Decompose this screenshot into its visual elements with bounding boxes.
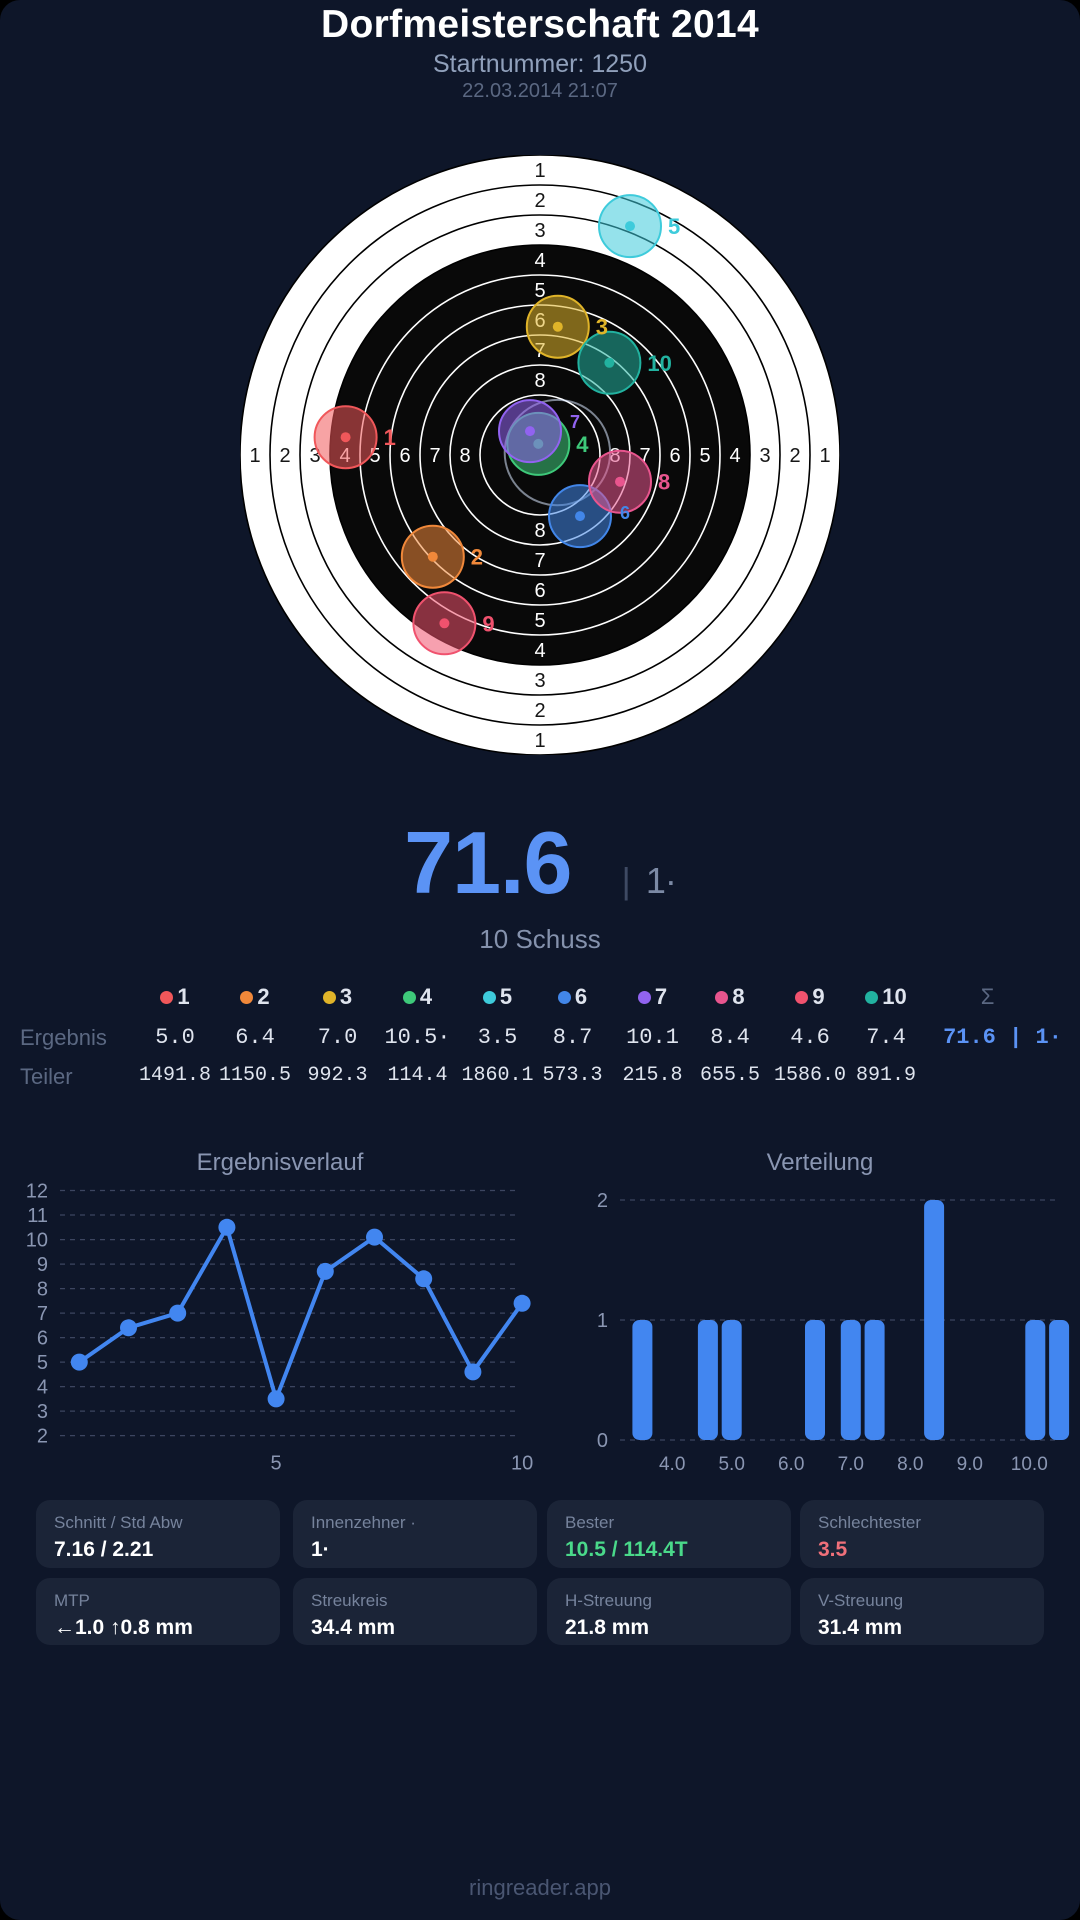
- svg-text:4: 4: [37, 1377, 48, 1399]
- svg-text:1: 1: [249, 445, 260, 467]
- svg-text:5: 5: [271, 1453, 282, 1475]
- svg-text:3: 3: [759, 445, 770, 467]
- svg-text:7: 7: [37, 1303, 48, 1325]
- svg-text:3: 3: [534, 670, 545, 692]
- svg-text:9: 9: [482, 611, 494, 636]
- svg-text:8: 8: [37, 1279, 48, 1301]
- svg-text:9.0: 9.0: [957, 1454, 983, 1475]
- svg-text:7: 7: [429, 445, 440, 467]
- svg-text:4: 4: [534, 250, 545, 272]
- svg-text:0: 0: [597, 1430, 608, 1452]
- svg-text:2: 2: [37, 1426, 48, 1448]
- svg-text:7.0: 7.0: [838, 1454, 864, 1475]
- svg-text:5: 5: [699, 445, 710, 467]
- svg-text:2: 2: [471, 545, 483, 570]
- svg-text:11: 11: [27, 1205, 48, 1227]
- svg-text:5: 5: [534, 610, 545, 632]
- svg-text:6: 6: [37, 1328, 48, 1350]
- svg-text:1: 1: [534, 730, 545, 752]
- svg-text:3: 3: [534, 220, 545, 242]
- svg-text:6: 6: [669, 445, 680, 467]
- svg-text:1: 1: [819, 445, 830, 467]
- svg-text:10: 10: [511, 1453, 533, 1475]
- svg-text:1: 1: [534, 160, 545, 182]
- svg-text:4: 4: [534, 640, 545, 662]
- svg-text:8: 8: [534, 520, 545, 542]
- svg-text:7: 7: [570, 412, 580, 432]
- svg-text:Verteilung: Verteilung: [767, 1149, 874, 1176]
- svg-text:12: 12: [26, 1181, 48, 1203]
- svg-text:Ergebnisverlauf: Ergebnisverlauf: [197, 1149, 364, 1176]
- svg-text:4: 4: [576, 432, 589, 457]
- svg-text:8.0: 8.0: [897, 1454, 923, 1475]
- svg-text:4.0: 4.0: [659, 1454, 685, 1475]
- svg-text:1: 1: [597, 1310, 608, 1332]
- svg-text:2: 2: [534, 190, 545, 212]
- svg-text:10: 10: [647, 351, 671, 376]
- svg-text:3: 3: [596, 315, 608, 340]
- svg-text:6.0: 6.0: [778, 1454, 804, 1475]
- svg-text:8: 8: [534, 370, 545, 392]
- svg-text:10: 10: [26, 1230, 48, 1252]
- svg-text:1: 1: [384, 425, 396, 450]
- svg-text:6: 6: [620, 503, 630, 523]
- svg-text:2: 2: [534, 700, 545, 722]
- svg-text:7: 7: [534, 550, 545, 572]
- svg-text:5: 5: [668, 214, 680, 239]
- svg-text:2: 2: [597, 1190, 608, 1212]
- svg-text:6: 6: [534, 580, 545, 602]
- svg-text:5: 5: [37, 1352, 48, 1374]
- svg-text:8: 8: [658, 470, 670, 495]
- svg-text:10.0: 10.0: [1011, 1454, 1048, 1475]
- svg-text:8: 8: [459, 445, 470, 467]
- svg-text:9: 9: [37, 1254, 48, 1276]
- svg-text:2: 2: [279, 445, 290, 467]
- svg-text:6: 6: [399, 445, 410, 467]
- svg-text:4: 4: [729, 445, 740, 467]
- svg-text:5.0: 5.0: [718, 1454, 744, 1475]
- svg-text:3: 3: [37, 1401, 48, 1423]
- svg-text:2: 2: [789, 445, 800, 467]
